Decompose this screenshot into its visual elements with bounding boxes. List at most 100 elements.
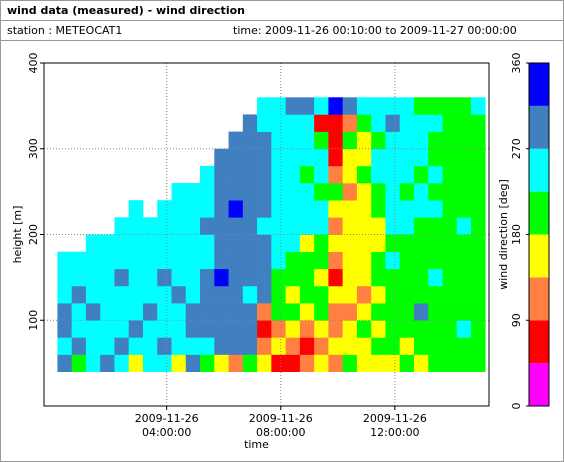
cell [142, 251, 158, 270]
cell [257, 303, 272, 321]
cell [428, 217, 443, 235]
cell [114, 337, 130, 355]
colorbar-bin [529, 363, 549, 406]
cell [385, 183, 401, 201]
cell [471, 268, 486, 287]
cell [157, 268, 172, 287]
cell [271, 183, 286, 201]
cell [328, 320, 343, 338]
cell [413, 131, 429, 150]
cell [371, 148, 386, 167]
cell [57, 251, 72, 270]
cell [142, 337, 158, 355]
cell [142, 354, 158, 372]
cell [214, 354, 229, 372]
cell [200, 165, 215, 184]
cell [399, 183, 415, 201]
cell [299, 354, 315, 372]
cell [442, 251, 458, 270]
cell [200, 337, 215, 355]
cell [428, 268, 443, 287]
cell [85, 354, 101, 372]
cell [128, 234, 144, 252]
cell [471, 285, 486, 304]
cell [285, 97, 301, 115]
cell [200, 303, 215, 321]
cell [456, 354, 472, 372]
cell [342, 354, 358, 372]
cell [242, 303, 258, 321]
cell [142, 320, 158, 338]
cell [257, 200, 272, 218]
cell [328, 217, 343, 235]
cell [299, 165, 315, 184]
cell [171, 285, 187, 304]
cell [100, 285, 115, 304]
cell [356, 217, 372, 235]
cell [285, 303, 301, 321]
cell [114, 320, 130, 338]
cell [428, 285, 443, 304]
cell [442, 217, 458, 235]
cell [356, 285, 372, 304]
cell [257, 354, 272, 372]
cell [471, 114, 486, 132]
cell [399, 148, 415, 167]
cell [171, 320, 187, 338]
cell [114, 354, 130, 372]
cell [185, 251, 201, 270]
cell [200, 217, 215, 235]
cell [185, 303, 201, 321]
cell [242, 268, 258, 287]
cell [356, 337, 372, 355]
cell [356, 251, 372, 270]
cell [442, 114, 458, 132]
cell [314, 131, 329, 150]
colorbar-tick-label: 180 [510, 224, 523, 245]
cell [399, 337, 415, 355]
cell [442, 303, 458, 321]
cell [285, 268, 301, 287]
cell [456, 131, 472, 150]
cell [314, 320, 329, 338]
cell [157, 234, 172, 252]
cell [399, 251, 415, 270]
cell [85, 268, 101, 287]
cell [385, 148, 401, 167]
cell [71, 251, 87, 270]
cell [228, 337, 244, 355]
cell [385, 320, 401, 338]
cell [271, 285, 286, 304]
colorbar-label: wind direction [deg] [497, 179, 510, 290]
cell [471, 217, 486, 235]
cell [228, 131, 244, 150]
cell [171, 234, 187, 252]
colorbar-bin [529, 105, 549, 149]
cell [413, 303, 429, 321]
cell [242, 354, 258, 372]
cell [328, 268, 343, 287]
cell [214, 165, 229, 184]
cell [328, 251, 343, 270]
cell [456, 337, 472, 355]
cell [456, 97, 472, 115]
cell [428, 354, 443, 372]
cell [299, 97, 315, 115]
cell [285, 165, 301, 184]
cell [85, 251, 101, 270]
info-bar: station : METEOCAT1 time: 2009-11-26 00:… [1, 21, 563, 41]
cell [100, 268, 115, 287]
time-range: time: 2009-11-26 00:10:00 to 2009-11-27 … [233, 24, 517, 37]
cell [413, 217, 429, 235]
cell [314, 234, 329, 252]
cell [185, 320, 201, 338]
cell [314, 165, 329, 184]
cell [371, 114, 386, 132]
cell [228, 148, 244, 167]
cell [399, 200, 415, 218]
cell [242, 285, 258, 304]
cell [257, 183, 272, 201]
cell [242, 234, 258, 252]
cell [257, 337, 272, 355]
cell [442, 337, 458, 355]
